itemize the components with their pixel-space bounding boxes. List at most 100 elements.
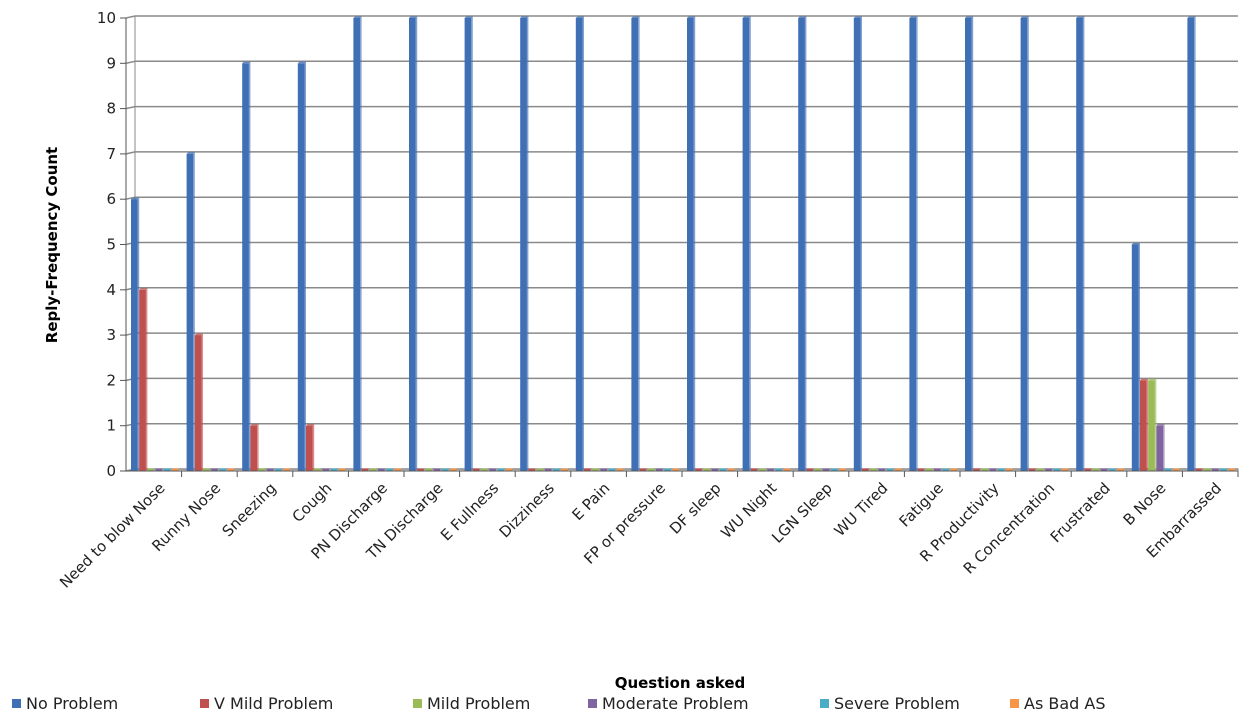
bar <box>711 468 719 471</box>
bar <box>275 468 282 471</box>
bar-face <box>322 468 330 471</box>
bar-face <box>600 468 608 471</box>
bar <box>1045 468 1052 471</box>
bar-side <box>312 424 315 471</box>
bar <box>973 468 980 471</box>
bar <box>472 468 480 471</box>
bar <box>1100 468 1108 471</box>
bar-face <box>386 468 393 471</box>
x-tick-label: LGN Sleep <box>768 479 836 547</box>
y-tick-label: 8 <box>106 100 116 118</box>
bar-top <box>520 16 529 18</box>
bar-face <box>965 18 972 471</box>
bar-face <box>973 468 980 471</box>
bar-side <box>360 16 362 471</box>
bar-side <box>582 16 584 471</box>
bar-face <box>306 425 313 471</box>
bar-face <box>258 468 266 471</box>
bar-face <box>536 468 544 471</box>
bar <box>353 16 362 471</box>
x-tick-label: WU Tired <box>831 479 892 540</box>
bar-face <box>441 468 449 471</box>
bar <box>186 152 195 471</box>
bar <box>172 468 179 471</box>
bar-face <box>211 468 218 471</box>
bar <box>600 468 608 471</box>
bar-side <box>1082 16 1085 471</box>
bar-face <box>878 468 886 471</box>
bar-side <box>1138 243 1140 471</box>
bar <box>147 468 155 471</box>
legend-item: As Bad AS <box>1010 694 1106 713</box>
bar-face <box>1020 18 1028 471</box>
bar <box>338 468 346 471</box>
bar <box>1092 468 1100 471</box>
gridline-depth <box>125 15 136 19</box>
bar <box>520 16 529 471</box>
y-tick-label: 2 <box>106 371 116 389</box>
bar-face <box>886 468 894 471</box>
bar <box>1037 468 1044 471</box>
bar-face <box>592 468 599 471</box>
bar-face <box>1228 468 1236 471</box>
bar-face <box>275 468 282 471</box>
legend-label: Mild Problem <box>427 694 530 713</box>
bar <box>695 468 702 471</box>
bar <box>1084 468 1092 471</box>
bar-face <box>505 468 513 471</box>
bar <box>203 468 210 471</box>
bar-face <box>186 153 194 471</box>
legend-label: As Bad AS <box>1024 694 1106 713</box>
bar-face <box>1212 468 1219 471</box>
bar <box>942 468 949 471</box>
bar-face <box>472 468 480 471</box>
bar-side <box>257 424 259 471</box>
grid <box>125 15 1239 472</box>
y-tick-label: 5 <box>106 236 116 254</box>
bar-side <box>916 16 918 471</box>
bar <box>664 468 671 471</box>
bar-top <box>909 16 918 18</box>
bar-top <box>409 16 418 18</box>
bar <box>1148 378 1157 471</box>
bar <box>862 468 869 471</box>
bar-face <box>147 468 155 471</box>
bar-face <box>155 468 163 471</box>
bar <box>1164 468 1172 471</box>
bar-side <box>145 288 148 471</box>
bar-face <box>163 468 171 471</box>
bar-top <box>798 16 807 18</box>
bar <box>1212 468 1219 471</box>
bar <box>814 468 822 471</box>
bar-face <box>1061 468 1069 471</box>
bar <box>575 16 584 471</box>
bar <box>783 468 791 471</box>
bar-face <box>1195 468 1203 471</box>
bar <box>489 468 496 471</box>
bar-side <box>201 333 203 471</box>
bar-side <box>1027 16 1029 471</box>
x-tick-label: B Nose <box>1120 479 1170 529</box>
bar <box>750 468 758 471</box>
bar-face <box>806 468 814 471</box>
bar <box>703 468 711 471</box>
bar-face <box>378 468 385 471</box>
bar-face <box>894 468 902 471</box>
bar <box>894 468 902 471</box>
bar-side <box>526 16 529 471</box>
y-tick-label: 9 <box>106 54 116 72</box>
legend-swatch <box>200 699 209 708</box>
bar-face <box>862 468 869 471</box>
bar <box>250 424 259 471</box>
bar <box>1020 16 1029 471</box>
bar-face <box>361 468 369 471</box>
bar-face <box>433 468 441 471</box>
bar <box>1117 468 1124 471</box>
bar-top <box>353 16 362 18</box>
x-tick-label: Need to blow Nose <box>56 479 169 592</box>
bar <box>266 468 274 471</box>
bar <box>314 468 321 471</box>
bar <box>870 468 877 471</box>
bar <box>728 468 735 471</box>
bar-face <box>839 468 846 471</box>
